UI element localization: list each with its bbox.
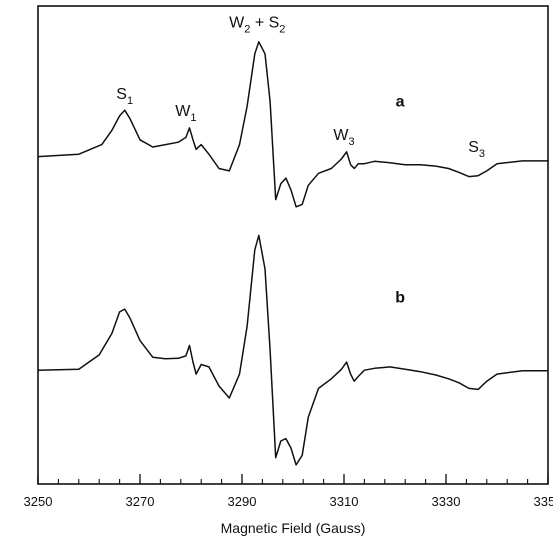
x-tick-label: 3290 [228, 494, 257, 509]
annotations: S1 W1 W2 + S2 W3 S3 a b [116, 15, 485, 307]
annotation-label-b: b [395, 289, 405, 306]
x-tick-label: 3350 [534, 494, 553, 509]
x-tick-labels: 3250 3270 3290 3310 3330 3350 [24, 494, 553, 509]
x-axis-label: Magnetic Field (Gauss) [221, 520, 366, 536]
annotation-s1: S1 [116, 86, 133, 107]
annotation-w1: W1 [175, 103, 196, 124]
x-tick-label: 3330 [432, 494, 461, 509]
annotation-w2s2: W2 + S2 [229, 15, 285, 36]
traces [37, 41, 549, 466]
annotation-s3: S3 [468, 139, 485, 160]
plot-frame [37, 5, 549, 485]
trace-b [37, 234, 549, 466]
annotation-label-a: a [396, 93, 405, 110]
major-ticks [37, 474, 549, 484]
trace-a [37, 41, 549, 208]
annotation-w3: W3 [333, 127, 354, 148]
x-tick-label: 3270 [126, 494, 155, 509]
x-tick-label: 3310 [330, 494, 359, 509]
x-tick-label: 3250 [24, 494, 53, 509]
